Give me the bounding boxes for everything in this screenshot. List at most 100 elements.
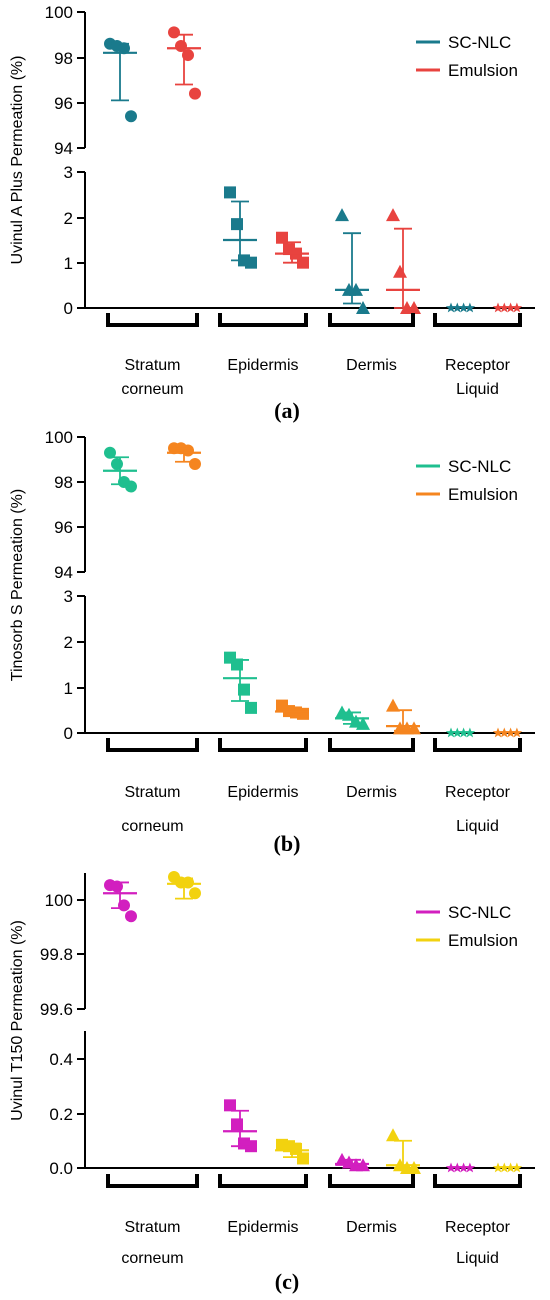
group-label: Dermis — [346, 784, 397, 801]
group-label: Epidermis — [227, 357, 298, 374]
data-point — [445, 302, 457, 313]
data-point — [445, 727, 457, 738]
data-point — [511, 727, 523, 738]
group-label: Liquid — [456, 818, 499, 835]
group-bracket — [328, 738, 415, 752]
data-point — [125, 910, 137, 923]
group-label: corneum — [121, 381, 183, 398]
y-axis-label: Uvinul T150 Permeation (%) — [9, 920, 26, 1121]
data-point — [511, 1162, 523, 1173]
data-point — [458, 302, 469, 313]
y-tick-label: 3 — [64, 163, 73, 182]
data-point — [458, 1162, 469, 1173]
data-point — [231, 218, 243, 231]
data-point — [189, 887, 201, 900]
panel-label: (b) — [274, 831, 301, 856]
data-point — [386, 208, 400, 222]
group-bracket — [328, 1174, 415, 1188]
y-tick-label: 0.0 — [49, 1159, 73, 1178]
data-point — [276, 231, 288, 244]
y-tick-label: 1 — [64, 254, 73, 273]
data-point — [505, 1162, 516, 1173]
group-bracket — [433, 1174, 522, 1188]
data-point — [297, 707, 309, 720]
group-bracket — [433, 738, 522, 752]
data-point — [452, 302, 463, 313]
y-tick-label: 2 — [64, 209, 73, 228]
chart-panel-0: Uvinul A Plus Permeation (%) 94 96 98 100 0 1 2… — [9, 3, 535, 423]
data-point — [464, 1162, 476, 1173]
group-label: Epidermis — [227, 1219, 298, 1236]
data-point — [297, 1152, 309, 1165]
y-tick-label: 94 — [54, 563, 73, 582]
group-bracket — [106, 1174, 199, 1188]
data-point — [499, 727, 510, 738]
y-tick-label: 0 — [64, 724, 73, 743]
group-label: Stratum — [124, 784, 180, 801]
legend-entry: Emulsion — [448, 485, 518, 504]
data-point — [245, 701, 257, 714]
legend-entry: SC-NLC — [448, 33, 511, 52]
data-point — [189, 458, 201, 470]
y-tick-label: 98 — [54, 49, 73, 68]
data-point — [452, 1162, 463, 1173]
data-point — [224, 1099, 236, 1112]
data-point — [245, 1140, 257, 1153]
data-point — [238, 683, 250, 696]
y-tick-label: 100 — [45, 891, 73, 910]
data-point — [168, 26, 180, 39]
legend-entry: SC-NLC — [448, 457, 511, 476]
data-point — [290, 1142, 302, 1155]
y-axis-label: Uvinul A Plus Permeation (%) — [9, 56, 26, 265]
group-label: Receptor — [445, 357, 511, 374]
y-tick-label: 99.6 — [40, 1000, 73, 1019]
data-point — [505, 302, 516, 313]
data-point — [356, 301, 370, 314]
data-point — [111, 458, 123, 470]
group-label: Dermis — [346, 357, 397, 374]
group-label: Receptor — [445, 1219, 511, 1236]
data-point — [452, 727, 463, 738]
group-bracket — [106, 313, 199, 327]
y-tick-label: 96 — [54, 94, 73, 113]
data-point — [458, 727, 469, 738]
group-bracket — [218, 313, 308, 327]
group-label: corneum — [121, 1250, 183, 1267]
data-point — [492, 1162, 504, 1173]
data-point — [125, 480, 137, 493]
data-point — [245, 256, 257, 269]
y-tick-label: 1 — [64, 679, 73, 698]
y-tick-label: 3 — [64, 587, 73, 606]
data-point — [189, 87, 201, 100]
y-tick-label: 99.8 — [40, 945, 73, 964]
data-point — [231, 1118, 243, 1131]
group-bracket — [106, 738, 199, 752]
data-point — [182, 49, 194, 62]
data-point — [445, 1162, 457, 1173]
data-point — [464, 727, 476, 738]
group-bracket — [328, 313, 415, 327]
group-bracket — [218, 1174, 308, 1188]
y-tick-label: 94 — [54, 139, 73, 158]
data-point — [492, 727, 504, 738]
group-label: Liquid — [456, 381, 499, 398]
panel-label: (a) — [274, 398, 300, 423]
y-tick-label: 100 — [45, 3, 73, 22]
data-point — [335, 208, 349, 222]
data-point — [118, 42, 130, 55]
group-label: Epidermis — [227, 784, 298, 801]
group-label: Stratum — [124, 1219, 180, 1236]
chart-panel-2: Uvinul T150 Permeation (%) 99.6 99.8 100 0.0… — [9, 871, 535, 1294]
y-tick-label: 100 — [45, 428, 73, 447]
group-label: Liquid — [456, 1250, 499, 1267]
y-axis-label: Tinosorb S Permeation (%) — [9, 489, 26, 681]
data-point — [125, 110, 137, 123]
data-point — [407, 301, 421, 314]
data-point — [407, 1161, 421, 1174]
data-point — [182, 876, 194, 889]
group-label: Stratum — [124, 357, 180, 374]
group-bracket — [433, 313, 522, 327]
data-point — [104, 446, 116, 459]
data-point — [356, 716, 370, 730]
data-point — [492, 302, 504, 313]
